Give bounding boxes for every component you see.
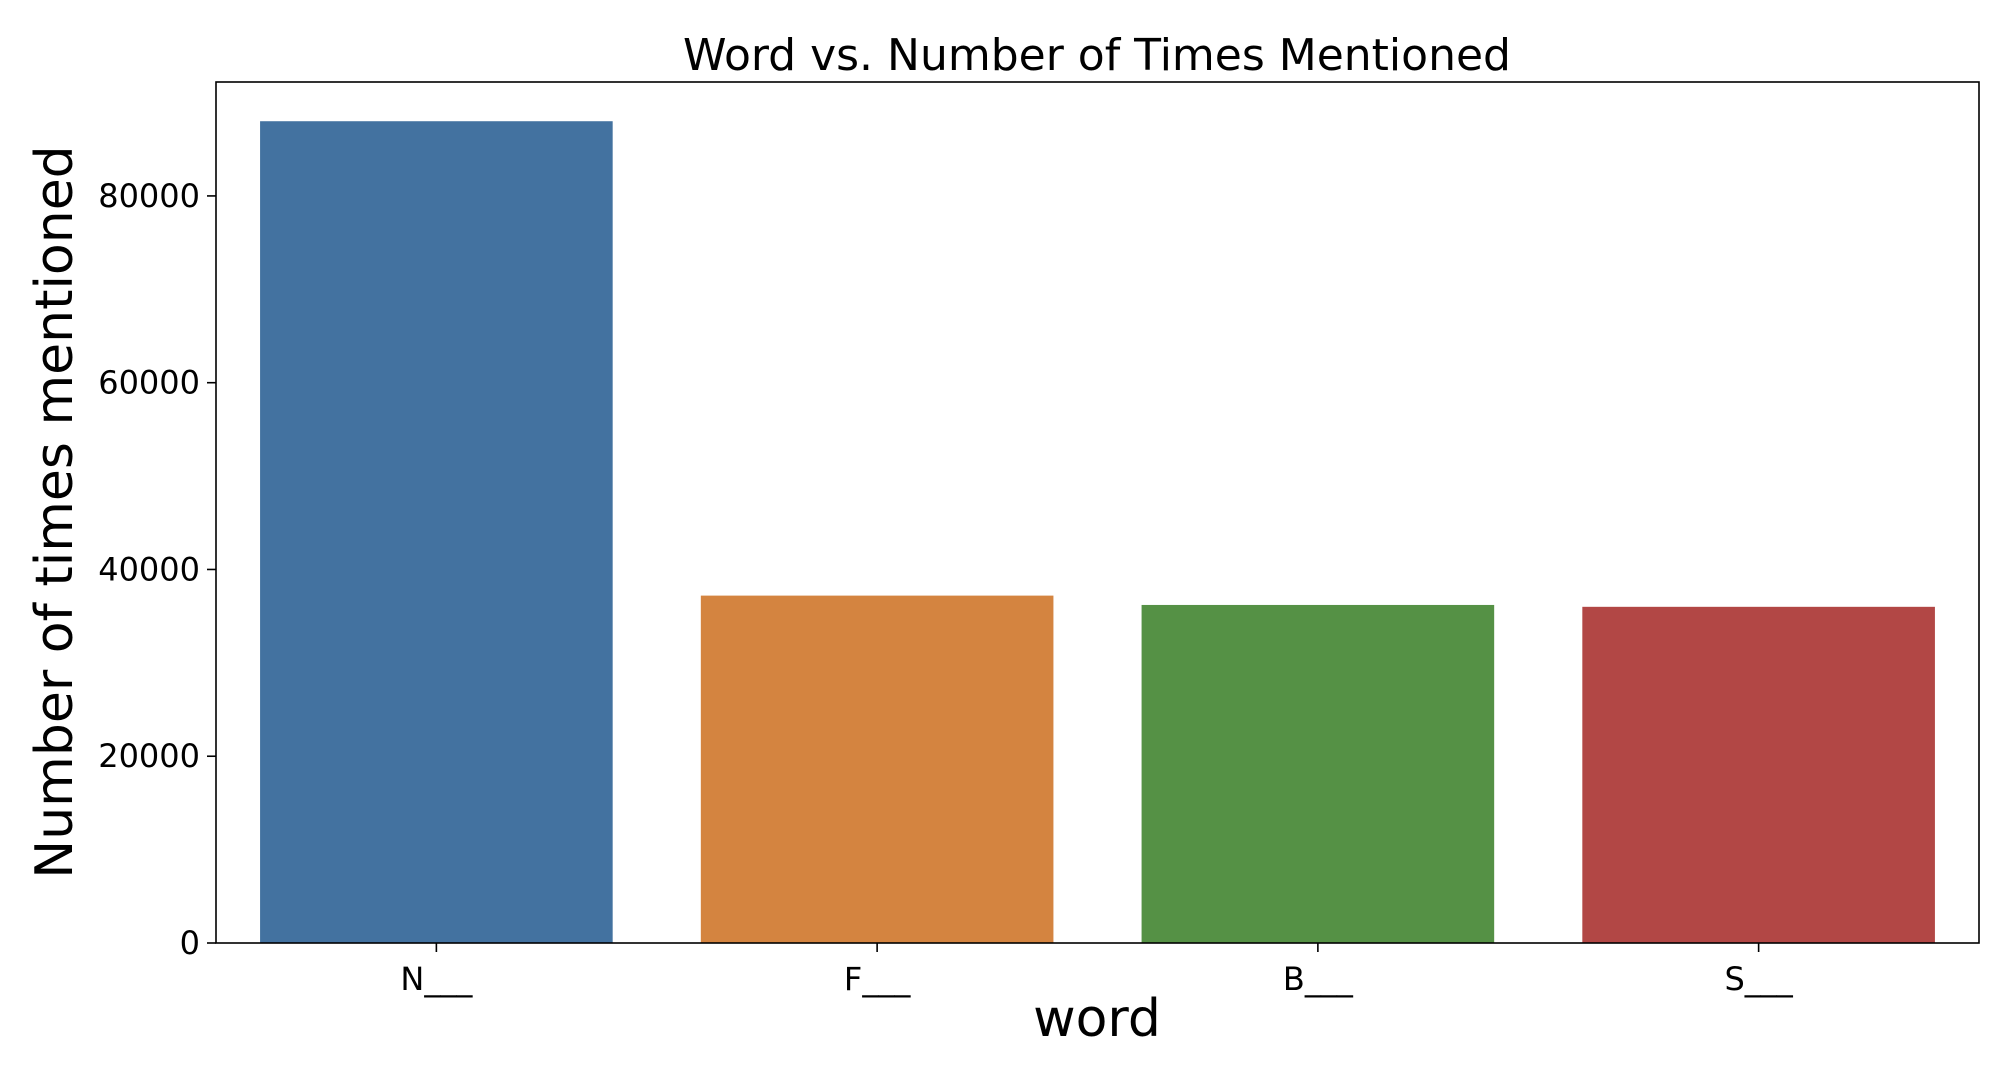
y-tick-label: 80000 — [98, 177, 200, 215]
plot-frame — [215, 81, 1980, 944]
y-tick-label: 20000 — [98, 737, 200, 775]
x-tick-label: S___ — [1724, 960, 1793, 998]
x-tick-label: F___ — [844, 960, 911, 998]
y-axis: 0 20000 40000 60000 80000 — [98, 177, 216, 962]
x-tick-label: N___ — [400, 960, 473, 998]
x-axis: N___ F___ B___ S___ — [400, 943, 1794, 998]
plot-area — [260, 121, 1935, 944]
chart-title: Word vs. Number of Times Mentioned — [683, 30, 1511, 81]
bar-4 — [1582, 606, 1935, 943]
bar-3 — [1141, 604, 1495, 943]
bar-1 — [260, 121, 613, 944]
y-axis-label: Number of times mentioned — [25, 145, 85, 878]
y-tick-label: 40000 — [98, 550, 200, 588]
x-tick-label: B___ — [1283, 960, 1354, 998]
bar-2 — [700, 595, 1054, 943]
x-axis-label: word — [1033, 989, 1161, 1049]
y-tick-label: 0 — [180, 924, 200, 962]
y-tick-label: 60000 — [98, 364, 200, 402]
